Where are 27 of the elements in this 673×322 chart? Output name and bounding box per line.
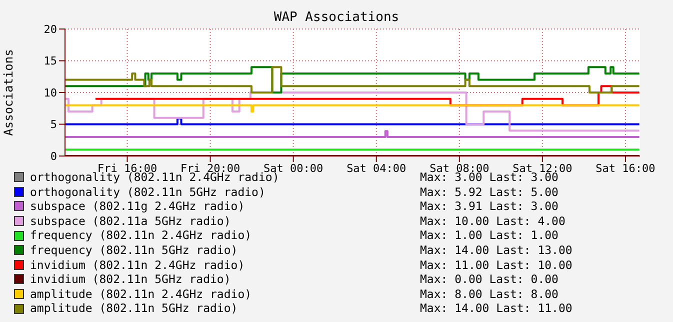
text: Max: 8.00 Last: 8.00	[420, 286, 558, 302]
text: Max: 0.00 Last: 0.00	[420, 272, 558, 287]
text: Max: 5.92 Last: 5.00	[420, 184, 558, 200]
legend-label: invidium (802.11n 2.4GHz radio)	[30, 258, 246, 272]
text: Max: 14.00 Last: 13.00	[420, 242, 572, 258]
text: Max: 14.00 Last: 11.00	[420, 301, 572, 316]
legend-label: amplitude (802.11n 5GHz radio)	[30, 301, 239, 316]
y-tick-label: 5	[50, 118, 57, 132]
y-tick-label: 0	[50, 150, 57, 163]
y-tick-label: 20	[44, 22, 57, 36]
legend-label: subspace (802.11a 5GHz radio)	[30, 214, 232, 228]
y-tick-label: 10	[44, 86, 57, 100]
legend-label: invidium (802.11n 5GHz radio)	[30, 272, 232, 287]
legend-label: frequency (802.11n 2.4GHz radio)	[30, 228, 253, 243]
legend-label: frequency (802.11n 5GHz radio)	[30, 242, 239, 258]
chart-title: WAP Associations	[274, 10, 400, 25]
text: Max: 1.00 Last: 1.00	[420, 228, 558, 243]
legend-label: amplitude (802.11n 2.4GHz radio)	[30, 286, 253, 302]
y-axis-title: Associations	[1, 49, 16, 136]
text: Max: 10.00 Last: 4.00	[420, 214, 566, 228]
y-tick-label: 15	[44, 54, 57, 68]
text: Max: 11.00 Last: 10.00	[420, 258, 572, 272]
text: Max: 3.91 Last: 3.00	[420, 199, 558, 214]
x-tick-label: Sat 04:00	[346, 162, 406, 175]
legend-label: orthogonality (802.11n 5GHz radio)	[30, 184, 266, 200]
x-tick-label: Sat 16:00	[596, 162, 656, 175]
legend-label: subspace (802.11g 2.4GHz radio)	[30, 199, 246, 214]
